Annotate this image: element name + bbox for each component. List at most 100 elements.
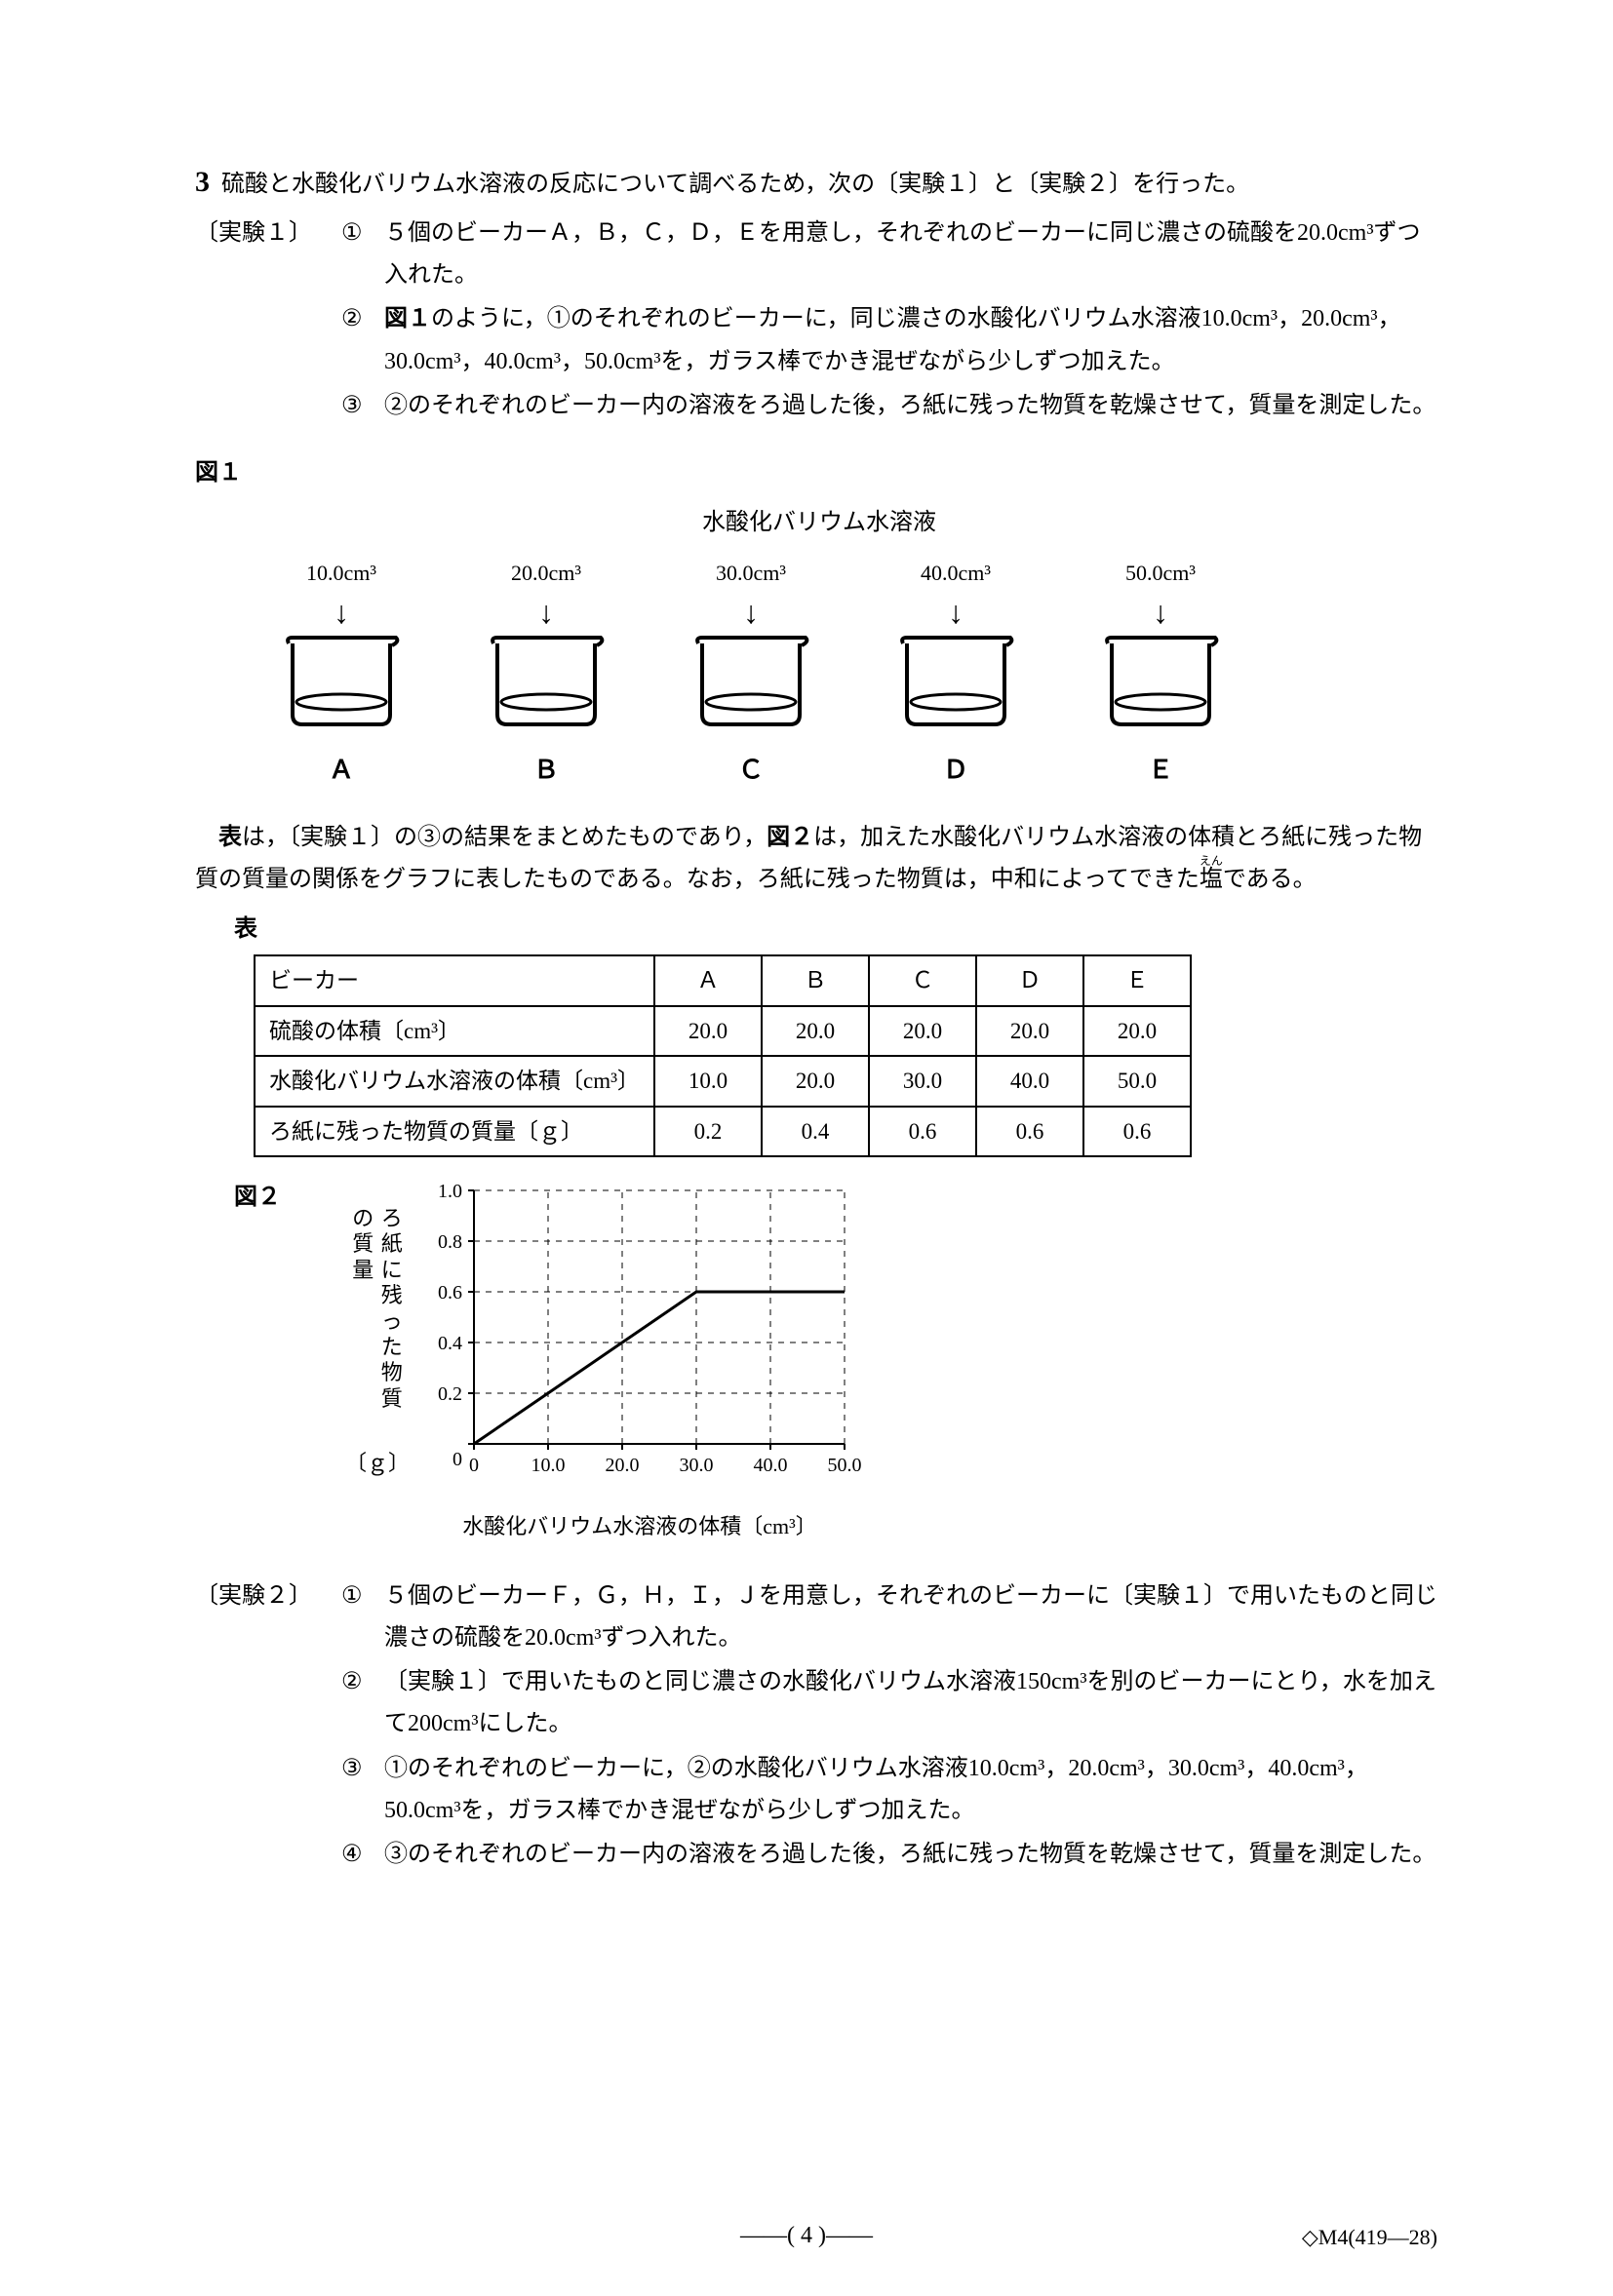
circled-2: ② (341, 298, 384, 382)
exp1-text-3: ②のそれぞれのビーカー内の溶液をろ過した後，ろ紙に残った物質を乾燥させて，質量を… (384, 385, 1437, 427)
arrow-down-icon: ↓ (1092, 597, 1229, 628)
beaker-icon (897, 632, 1014, 729)
arrow-down-icon: ↓ (683, 597, 819, 628)
table-label: 表 (234, 909, 1437, 951)
table-header: Ｃ (869, 955, 976, 1005)
beaker-cell: 20.0cm³ ↓ Ｂ (478, 554, 614, 794)
circled-3b: ③ (341, 1748, 384, 1832)
figure-1: 水酸化バリウム水溶液 10.0cm³ ↓ Ａ 20.0cm³ ↓ Ｂ 30.0c… (234, 502, 1437, 794)
table-cell: 30.0 (869, 1056, 976, 1106)
fig1-label: 図１ (195, 452, 1437, 494)
x-axis-label: 水酸化バリウム水溶液の体積〔cm³〕 (415, 1507, 864, 1546)
experiment-1: 〔実験１〕 ① ５個のビーカーＡ，Ｂ，Ｃ，Ｄ，Ｅを用意し，それぞれのビーカーに同… (195, 213, 1437, 429)
table-rowhead: ろ紙に残った物質の質量〔ｇ〕 (255, 1107, 654, 1156)
chart-svg-wrap: 010.020.030.040.050.00.20.40.60.81.00 水酸… (415, 1177, 864, 1546)
fig1-title: 水酸化バリウム水溶液 (380, 502, 1258, 544)
table-rowhead: 水酸化バリウム水溶液の体積〔cm³〕 (255, 1056, 654, 1106)
circled-3: ③ (341, 385, 384, 427)
svg-text:0.4: 0.4 (438, 1333, 462, 1354)
table-cell: 0.4 (762, 1107, 869, 1156)
exp2-text-4: ③のそれぞれのビーカー内の溶液をろ過した後，ろ紙に残った物質を乾燥させて，質量を… (384, 1834, 1437, 1876)
beaker-cell: 10.0cm³ ↓ Ａ (273, 554, 410, 794)
beaker-cell: 30.0cm³ ↓ Ｃ (683, 554, 819, 794)
exp2-text-1: ５個のビーカーＦ，Ｇ，Ｈ，Ｉ，Ｊを用意し，それぞれのビーカーに〔実験１〕で用いた… (384, 1576, 1437, 1659)
page: 3硫酸と水酸化バリウム水溶液の反応について調べるため，次の〔実験１〕と〔実験２〕… (0, 0, 1613, 2296)
y-unit: 〔ｇ〕 (345, 1451, 410, 1476)
table-cell: 0.2 (654, 1107, 762, 1156)
table-cell: 0.6 (869, 1107, 976, 1156)
exp2-items: ① ５個のビーカーＦ，Ｇ，Ｈ，Ｉ，Ｊを用意し，それぞれのビーカーに〔実験１〕で用… (341, 1576, 1437, 1878)
svg-text:30.0: 30.0 (680, 1455, 714, 1476)
table-cell: 20.0 (762, 1006, 869, 1056)
table-cell: 20.0 (762, 1056, 869, 1106)
fig2-label: 図２ (234, 1177, 281, 1219)
beaker-cell: 50.0cm³ ↓ Ｅ (1092, 554, 1229, 794)
y-axis-label: の質量 ろ紙に残った物質 〔ｇ〕 (345, 1177, 410, 1477)
question-number: 3 (195, 166, 210, 198)
table-header: Ａ (654, 955, 762, 1005)
exp2-item-4: ④ ③のそれぞれのビーカー内の溶液をろ過した後，ろ紙に残った物質を乾燥させて，質… (341, 1834, 1437, 1876)
table-header: Ｄ (976, 955, 1083, 1005)
svg-text:0.6: 0.6 (438, 1282, 462, 1304)
circled-4b: ④ (341, 1834, 384, 1876)
ylabel-left: の質量 (352, 1206, 374, 1283)
beaker-icon (283, 632, 400, 729)
table-cell: 20.0 (654, 1006, 762, 1056)
question-intro: 3硫酸と水酸化バリウム水溶液の反応について調べるため，次の〔実験１〕と〔実験２〕… (195, 156, 1437, 209)
arrow-down-icon: ↓ (887, 597, 1024, 628)
exp2-text-3: ①のそれぞれのビーカーに，②の水酸化バリウム水溶液10.0cm³，20.0cm³… (384, 1748, 1437, 1832)
svg-text:20.0: 20.0 (606, 1455, 640, 1476)
svg-text:10.0: 10.0 (531, 1455, 566, 1476)
exp2-label: 〔実験２〕 (195, 1576, 341, 1878)
table-cell: 50.0 (1083, 1056, 1191, 1106)
beaker-letter: Ｃ (683, 748, 819, 794)
beaker-volume: 10.0cm³ (273, 554, 410, 593)
beaker-volume: 50.0cm³ (1092, 554, 1229, 593)
beaker-icon (1102, 632, 1219, 729)
table-header: ビーカー (255, 955, 654, 1005)
table-cell: 40.0 (976, 1056, 1083, 1106)
beaker-row: 10.0cm³ ↓ Ａ 20.0cm³ ↓ Ｂ 30.0cm³ ↓ Ｃ 40.0… (273, 554, 1437, 794)
table-header: Ｂ (762, 955, 869, 1005)
beaker-volume: 20.0cm³ (478, 554, 614, 593)
exp1-items: ① ５個のビーカーＡ，Ｂ，Ｃ，Ｄ，Ｅを用意し，それぞれのビーカーに同じ濃さの硫酸… (341, 213, 1437, 429)
exp1-item-3: ③ ②のそれぞれのビーカー内の溶液をろ過した後，ろ紙に残った物質を乾燥させて，質… (341, 385, 1437, 427)
experiment-2: 〔実験２〕 ① ５個のビーカーＦ，Ｇ，Ｈ，Ｉ，Ｊを用意し，それぞれのビーカーに〔… (195, 1576, 1437, 1878)
exp2-text-2: 〔実験１〕で用いたものと同じ濃さの水酸化バリウム水溶液150cm³を別のビーカー… (384, 1661, 1437, 1745)
beaker-volume: 30.0cm³ (683, 554, 819, 593)
beaker-icon (692, 632, 809, 729)
beaker-letter: Ａ (273, 748, 410, 794)
table-cell: 0.6 (1083, 1107, 1191, 1156)
table-cell: 10.0 (654, 1056, 762, 1106)
svg-text:1.0: 1.0 (438, 1181, 462, 1202)
exp1-item-2: ② 図１のように，①のそれぞれのビーカーに，同じ濃さの水酸化バリウム水溶液10.… (341, 298, 1437, 382)
exp1-item-1: ① ５個のビーカーＡ，Ｂ，Ｃ，Ｄ，Ｅを用意し，それぞれのビーカーに同じ濃さの硫酸… (341, 213, 1437, 296)
beaker-letter: Ｅ (1092, 748, 1229, 794)
table-cell: 0.6 (976, 1107, 1083, 1156)
circled-2b: ② (341, 1661, 384, 1745)
circled-1: ① (341, 213, 384, 296)
chart: の質量 ろ紙に残った物質 〔ｇ〕 010.020.030.040.050.00.… (345, 1177, 864, 1546)
beaker-letter: Ｂ (478, 748, 614, 794)
table-cell: 20.0 (976, 1006, 1083, 1056)
svg-text:0: 0 (452, 1449, 462, 1470)
table-cell: 20.0 (1083, 1006, 1191, 1056)
svg-text:0.2: 0.2 (438, 1383, 462, 1405)
beaker-cell: 40.0cm³ ↓ Ｄ (887, 554, 1024, 794)
paragraph-1: 表は，〔実験１〕の③の結果をまとめたものであり，図２は，加えた水酸化バリウム水溶… (195, 817, 1437, 901)
arrow-down-icon: ↓ (273, 597, 410, 628)
svg-text:50.0: 50.0 (828, 1455, 862, 1476)
ylabel-right: ろ紙に残った物質 (381, 1206, 403, 1412)
chart-svg: 010.020.030.040.050.00.20.40.60.81.00 (415, 1177, 864, 1489)
exp2-item-3: ③ ①のそれぞれのビーカーに，②の水酸化バリウム水溶液10.0cm³，20.0c… (341, 1748, 1437, 1832)
svg-text:0: 0 (469, 1455, 479, 1476)
exp1-text-1: ５個のビーカーＡ，Ｂ，Ｃ，Ｄ，Ｅを用意し，それぞれのビーカーに同じ濃さの硫酸を2… (384, 213, 1437, 296)
arrow-down-icon: ↓ (478, 597, 614, 628)
figure-2: 図２ の質量 ろ紙に残った物質 〔ｇ〕 010.020.030.040.050.… (234, 1177, 1437, 1546)
exp1-text-2-body: のように，①のそれぞれのビーカーに，同じ濃さの水酸化バリウム水溶液10.0cm³… (384, 306, 1401, 373)
page-footer-right: ◇M4(419—28) (1302, 2218, 1437, 2257)
exp2-item-1: ① ５個のビーカーＦ，Ｇ，Ｈ，Ｉ，Ｊを用意し，それぞれのビーカーに〔実験１〕で用… (341, 1576, 1437, 1659)
svg-text:0.8: 0.8 (438, 1231, 462, 1253)
table-rowhead: 硫酸の体積〔cm³〕 (255, 1006, 654, 1056)
exp2-item-2: ② 〔実験１〕で用いたものと同じ濃さの水酸化バリウム水溶液150cm³を別のビー… (341, 1661, 1437, 1745)
